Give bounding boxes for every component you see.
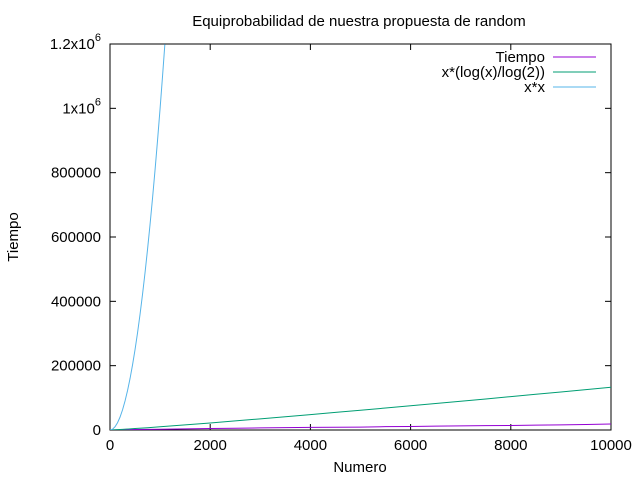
legend-label-1: x*(log(x)/log(2)) (442, 64, 545, 81)
x-tick-label: 6000 (394, 437, 427, 454)
x-axis-label: Numero (333, 459, 386, 476)
y-axis-label: Tiempo (5, 212, 22, 261)
y-tick-label: 0 (93, 422, 101, 439)
chart-title: Equiprobabilidad de nuestra propuesta de… (192, 13, 526, 30)
legend-label-2: x*x (524, 79, 545, 96)
x-tick-label: 0 (106, 437, 114, 454)
y-tick-label: 200000 (51, 358, 101, 375)
y-tick-label: 1x106 (62, 96, 101, 117)
series-line-0 (110, 423, 611, 430)
series-line-1 (110, 386, 611, 430)
axis-ticks: 0 2000 4000 6000 8000 10000 0 200000 400000 60000… (50, 32, 632, 454)
x-tick-label: 8000 (494, 437, 527, 454)
series-layer (110, 44, 611, 430)
plot-frame (109, 43, 612, 431)
y-tick-label: 1.2x106 (50, 32, 101, 53)
x-tick-label: 2000 (194, 437, 227, 454)
y-tick-label: 600000 (51, 229, 101, 246)
series-line-2 (110, 44, 166, 430)
x-tick-label: 10000 (590, 437, 632, 454)
x-tick-label: 4000 (294, 437, 327, 454)
legend-label-0: Tiempo (496, 49, 545, 66)
y-tick-label: 800000 (51, 165, 101, 182)
y-tick-label: 400000 (51, 293, 101, 310)
